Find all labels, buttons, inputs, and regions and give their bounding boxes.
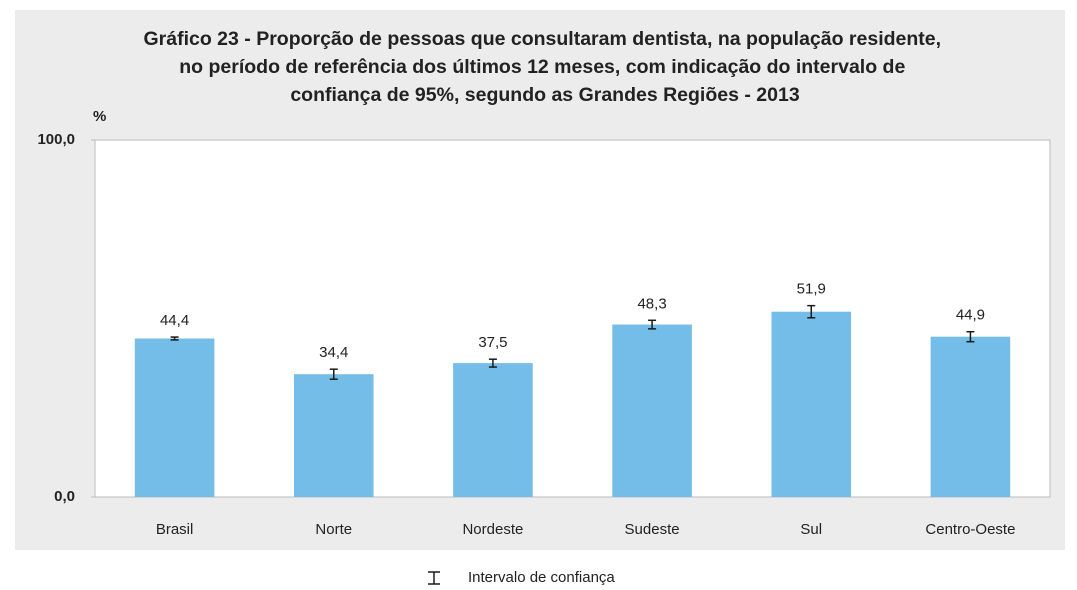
y-tick-label: 0,0 bbox=[54, 488, 75, 505]
bar bbox=[771, 311, 852, 497]
legend-label: Intervalo de confiança bbox=[468, 569, 615, 586]
bar bbox=[453, 363, 533, 497]
y-tick-label: 100,0 bbox=[37, 131, 75, 148]
value-label: 51,9 bbox=[797, 281, 826, 298]
x-tick-label: Norte bbox=[315, 521, 352, 538]
x-tick-label: Centro-Oeste bbox=[925, 521, 1015, 538]
legend: Intervalo de confiança bbox=[428, 569, 615, 586]
title-line: Gráfico 23 - Proporção de pessoas que co… bbox=[144, 28, 942, 50]
x-tick-label: Nordeste bbox=[462, 521, 523, 538]
value-label: 34,4 bbox=[319, 344, 348, 361]
x-tick-label: Brasil bbox=[156, 521, 194, 538]
title-line: confiança de 95%, segundo as Grandes Reg… bbox=[290, 84, 800, 106]
value-label: 48,3 bbox=[637, 295, 666, 312]
plot-area bbox=[94, 139, 1051, 498]
title-line: no período de referência dos últimos 12 … bbox=[179, 56, 905, 78]
chart-title: Gráfico 23 - Proporção de pessoas que co… bbox=[144, 28, 947, 106]
bar bbox=[930, 336, 1011, 497]
x-tick-label: Sudeste bbox=[625, 521, 680, 538]
value-label: 44,4 bbox=[160, 312, 189, 329]
bar bbox=[293, 374, 374, 497]
value-label: 37,5 bbox=[478, 334, 507, 351]
bar bbox=[612, 324, 692, 497]
y-axis-label: % bbox=[93, 108, 106, 125]
bar bbox=[134, 338, 215, 497]
value-label: 44,9 bbox=[956, 307, 985, 324]
x-tick-label: Sul bbox=[800, 521, 822, 538]
